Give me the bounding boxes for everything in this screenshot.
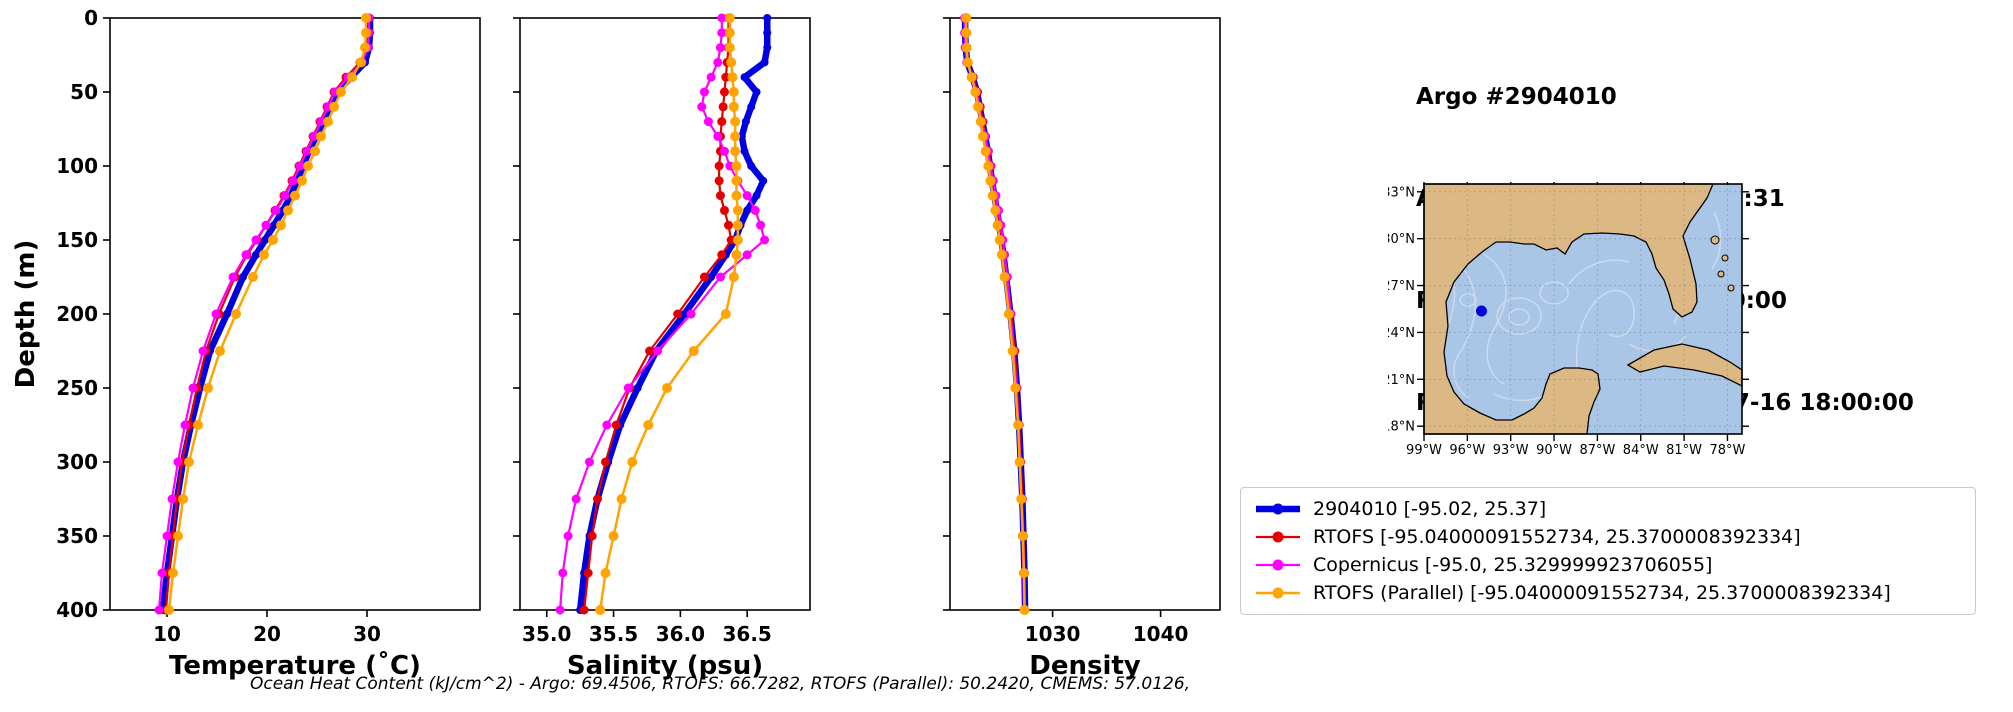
- svg-text:30: 30: [353, 622, 381, 646]
- svg-text:78°W: 78°W: [1709, 443, 1745, 458]
- svg-text:87°W: 87°W: [1579, 443, 1615, 458]
- svg-text:99°W: 99°W: [1406, 443, 1442, 458]
- svg-text:200: 200: [56, 302, 98, 326]
- map-axis-ticks: 33°N 30°N 27°N 24°N 21°N 18°N 99°W 96°W 93°W 90°W…: [1388, 182, 1749, 458]
- svg-text:300: 300: [56, 450, 98, 474]
- legend-box: 2904010 [-95.02, 25.37] RTOFS [-95.04000…: [1240, 487, 1976, 615]
- legend-marker-rtofs-parallel: [1256, 587, 1300, 599]
- svg-text:81°W: 81°W: [1666, 443, 1702, 458]
- svg-text:90°W: 90°W: [1536, 443, 1572, 458]
- legend-marker-rtofs: [1256, 531, 1300, 543]
- svg-text:30°N: 30°N: [1388, 232, 1415, 247]
- svg-text:27°N: 27°N: [1388, 279, 1415, 294]
- svg-text:35.0: 35.0: [522, 622, 571, 646]
- float-position-marker: [1476, 305, 1487, 317]
- svg-text:1030: 1030: [1025, 622, 1081, 646]
- svg-text:96°W: 96°W: [1449, 443, 1485, 458]
- svg-text:35.5: 35.5: [589, 622, 638, 646]
- svg-text:10: 10: [153, 622, 181, 646]
- legend-label: 2904010 [-95.02, 25.37]: [1313, 498, 1547, 520]
- svg-text:250: 250: [56, 376, 98, 400]
- svg-text:33°N: 33°N: [1388, 185, 1415, 200]
- svg-text:36.0: 36.0: [656, 622, 705, 646]
- svg-text:Density: Density: [1029, 651, 1141, 681]
- density-profile-chart: 1030 1040 Density: [943, 13, 1221, 681]
- legend-label: RTOFS (Parallel) [-95.04000091552734, 25…: [1313, 582, 1891, 604]
- svg-text:100: 100: [56, 154, 98, 178]
- svg-text:150: 150: [56, 228, 98, 252]
- map-streamlines: [1438, 211, 1722, 410]
- map-land-mainland: [1423, 183, 1714, 435]
- svg-text:18°N: 18°N: [1388, 420, 1415, 435]
- temperature-profile-chart: 10 20 30050100150200250300350400Temperatur…: [11, 6, 481, 681]
- svg-text:21°N: 21°N: [1388, 373, 1415, 388]
- svg-text:24°N: 24°N: [1388, 326, 1415, 341]
- svg-text:20: 20: [253, 622, 281, 646]
- legend-item-argo: 2904010 [-95.02, 25.37]: [1253, 495, 1963, 523]
- svg-text:93°W: 93°W: [1493, 443, 1529, 458]
- map-frame: [1423, 183, 1743, 435]
- legend-label: RTOFS [-95.04000091552734, 25.3700008392…: [1313, 526, 1801, 548]
- salinity-profile-chart: 35.0 35.5 36.0 36.5 Salinity (psu): [513, 13, 811, 681]
- legend-marker-argo: [1256, 503, 1300, 515]
- legend-marker-copernicus: [1256, 559, 1300, 571]
- legend-item-rtofs-parallel: RTOFS (Parallel) [-95.04000091552734, 25…: [1253, 579, 1963, 607]
- argo-id-title: Argo #2904010: [1416, 84, 1617, 110]
- svg-text:36.5: 36.5: [723, 622, 772, 646]
- location-map: 33°N 30°N 27°N 24°N 21°N 18°N 99°W 96°W 93°W 90°W…: [1388, 182, 1749, 458]
- svg-text:Depth (m): Depth (m): [11, 240, 41, 389]
- svg-text:350: 350: [56, 524, 98, 548]
- legend-item-copernicus: Copernicus [-95.0, 25.329999923706055]: [1253, 551, 1963, 579]
- legend-label: Copernicus [-95.0, 25.329999923706055]: [1313, 554, 1713, 576]
- svg-text:84°W: 84°W: [1623, 443, 1659, 458]
- svg-text:50: 50: [70, 80, 98, 104]
- svg-text:400: 400: [56, 598, 98, 622]
- svg-text:0: 0: [84, 6, 98, 30]
- svg-text:1040: 1040: [1133, 622, 1189, 646]
- svg-text:Salinity (psu): Salinity (psu): [567, 651, 763, 681]
- svg-text:Temperature (˚C): Temperature (˚C): [169, 650, 421, 681]
- ohc-summary: Ocean Heat Content (kJ/cm^2) - Argo: 69.…: [250, 674, 1191, 694]
- map-islands: [1710, 235, 1735, 292]
- legend-item-rtofs: RTOFS [-95.04000091552734, 25.3700008392…: [1253, 523, 1963, 551]
